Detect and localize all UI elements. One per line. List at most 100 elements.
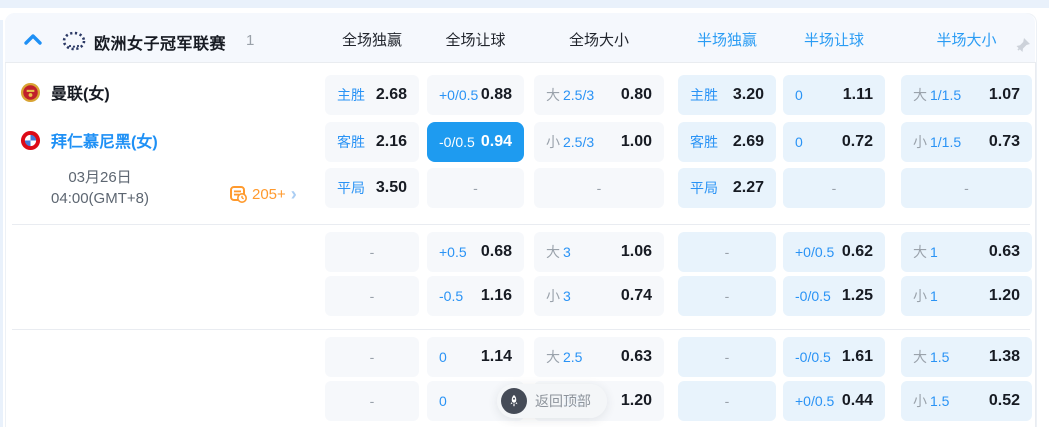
odds-label: 0 [439, 393, 447, 409]
odds-cell[interactable]: -0/0.5 1.25 [783, 276, 885, 316]
dash: - [831, 180, 837, 196]
odds-cell[interactable]: 0 1.14 [427, 337, 524, 377]
odds-label: 客胜 [337, 134, 365, 150]
odds-label-prefix: 大 [546, 87, 560, 103]
odds-cell[interactable]: -0/0.5 1.61 [783, 337, 885, 377]
team-row-away[interactable]: 拜仁慕尼黑(女) [20, 128, 158, 152]
odds-cell[interactable]: 大 1.5 1.38 [901, 337, 1032, 377]
odds-value: 0.52 [988, 392, 1020, 409]
odds-value: 1.20 [988, 287, 1020, 304]
odds-value: 0.80 [620, 86, 652, 103]
match-date: 03月26日 [68, 169, 132, 186]
odds-cell[interactable]: -0/0.5 0.94 [427, 122, 524, 162]
odds-cell[interactable]: +0/0.5 0.62 [783, 232, 885, 272]
odds-label: -0/0.5 [439, 134, 475, 150]
odds-value: 2.68 [375, 86, 407, 103]
odds-label-prefix: 小 [913, 134, 927, 150]
odds-cell[interactable]: 主胜 2.68 [325, 75, 419, 115]
odds-cell-empty: - [783, 168, 885, 208]
odds-value: 1.61 [841, 348, 873, 365]
back-to-top-button[interactable]: 返回顶部 [497, 384, 607, 418]
page-left-strip [0, 20, 3, 427]
odds-label: +0.5 [439, 244, 467, 260]
markets-count-button[interactable]: 205+ › [230, 185, 297, 203]
odds-cell[interactable]: 小 2.5/3 1.00 [534, 122, 664, 162]
dash: - [724, 349, 730, 365]
markets-count-label: 205+ [252, 186, 286, 203]
odds-cell-empty: - [678, 276, 776, 316]
odds-cell[interactable]: 大 1/1.5 1.07 [901, 75, 1032, 115]
odds-cell-empty: - [325, 381, 419, 421]
odds-cell[interactable]: 客胜 2.16 [325, 122, 419, 162]
team-name-away: 拜仁慕尼黑(女) [51, 134, 158, 151]
odds-value: 0.63 [988, 243, 1020, 260]
odds-label: 大 1.5 [913, 349, 950, 365]
odds-label-prefix: 大 [913, 349, 927, 365]
odds-cell[interactable]: +0/0.5 0.44 [783, 381, 885, 421]
league-match-count: 1 [246, 32, 255, 49]
chevron-up-icon [24, 34, 42, 45]
man-utd-logo-icon [20, 82, 41, 102]
dash: - [369, 393, 375, 409]
odds-cell[interactable]: 平局 2.27 [678, 168, 776, 208]
odds-cell-empty: - [678, 381, 776, 421]
odds-cell[interactable]: 大 2.5 0.63 [534, 337, 664, 377]
odds-value: 2.69 [732, 133, 764, 150]
odds-label: 平局 [337, 180, 365, 196]
odds-value: 0.68 [480, 243, 512, 260]
odds-value: 0.73 [988, 133, 1020, 150]
odds-cell[interactable]: +0.5 0.68 [427, 232, 524, 272]
odds-cell[interactable]: 小 1.5 0.52 [901, 381, 1032, 421]
odds-cell[interactable]: 小 3 0.74 [534, 276, 664, 316]
odds-cell[interactable]: 小 1/1.5 0.73 [901, 122, 1032, 162]
odds-cell-empty: - [534, 168, 664, 208]
odds-cell[interactable]: -0.5 1.16 [427, 276, 524, 316]
odds-cell[interactable]: 客胜 2.69 [678, 122, 776, 162]
odds-value: 1.07 [988, 86, 1020, 103]
league-title: 欧洲女子冠军联赛 [94, 36, 227, 53]
odds-value: 2.27 [732, 179, 764, 196]
odds-value: 1.38 [988, 348, 1020, 365]
odds-cell-empty: - [427, 168, 524, 208]
odds-value: 0.88 [480, 86, 512, 103]
rocket-icon [501, 388, 527, 414]
odds-cell-empty: - [325, 276, 419, 316]
odds-cell[interactable]: 小 1 1.20 [901, 276, 1032, 316]
odds-label: 主胜 [690, 87, 718, 103]
column-header-ht-1x2: 半场独赢 [696, 32, 757, 49]
odds-cell[interactable]: 平局 3.50 [325, 168, 419, 208]
column-header-ft-1x2: 全场独赢 [341, 32, 402, 49]
team-row-home[interactable]: 曼联(女) [20, 80, 110, 104]
odds-cell-empty: - [678, 337, 776, 377]
odds-cell[interactable]: 0 1.11 [783, 75, 885, 115]
dash: - [724, 393, 730, 409]
odds-cell[interactable]: 主胜 3.20 [678, 75, 776, 115]
odds-label-prefix: 大 [913, 244, 927, 260]
odds-cell[interactable]: 大 1 0.63 [901, 232, 1032, 272]
odds-cell[interactable]: +0/0.5 0.88 [427, 75, 524, 115]
pin-icon[interactable] [1013, 35, 1033, 55]
odds-label: 客胜 [690, 134, 718, 150]
odds-cell-empty: - [325, 337, 419, 377]
odds-value: 1.20 [620, 392, 652, 409]
odds-value: 1.11 [842, 86, 873, 103]
odds-label-prefix: 小 [913, 393, 927, 409]
odds-label: 小 2.5/3 [546, 134, 595, 150]
odds-value: 0.74 [620, 287, 652, 304]
odds-cell[interactable]: 大 2.5/3 0.80 [534, 75, 664, 115]
odds-value: 0.44 [841, 392, 873, 409]
odds-label: 小 1/1.5 [913, 134, 962, 150]
odds-label-prefix: 小 [913, 288, 927, 304]
collapse-button[interactable] [22, 31, 44, 49]
odds-list-icon [230, 186, 247, 203]
odds-value: 1.16 [480, 287, 512, 304]
odds-cell[interactable]: 大 3 1.06 [534, 232, 664, 272]
odds-label-prefix: 大 [546, 244, 560, 260]
row-separator [12, 224, 1030, 225]
bayern-logo-icon [20, 130, 41, 150]
odds-cell[interactable]: 0 0.72 [783, 122, 885, 162]
dash: - [596, 180, 602, 196]
